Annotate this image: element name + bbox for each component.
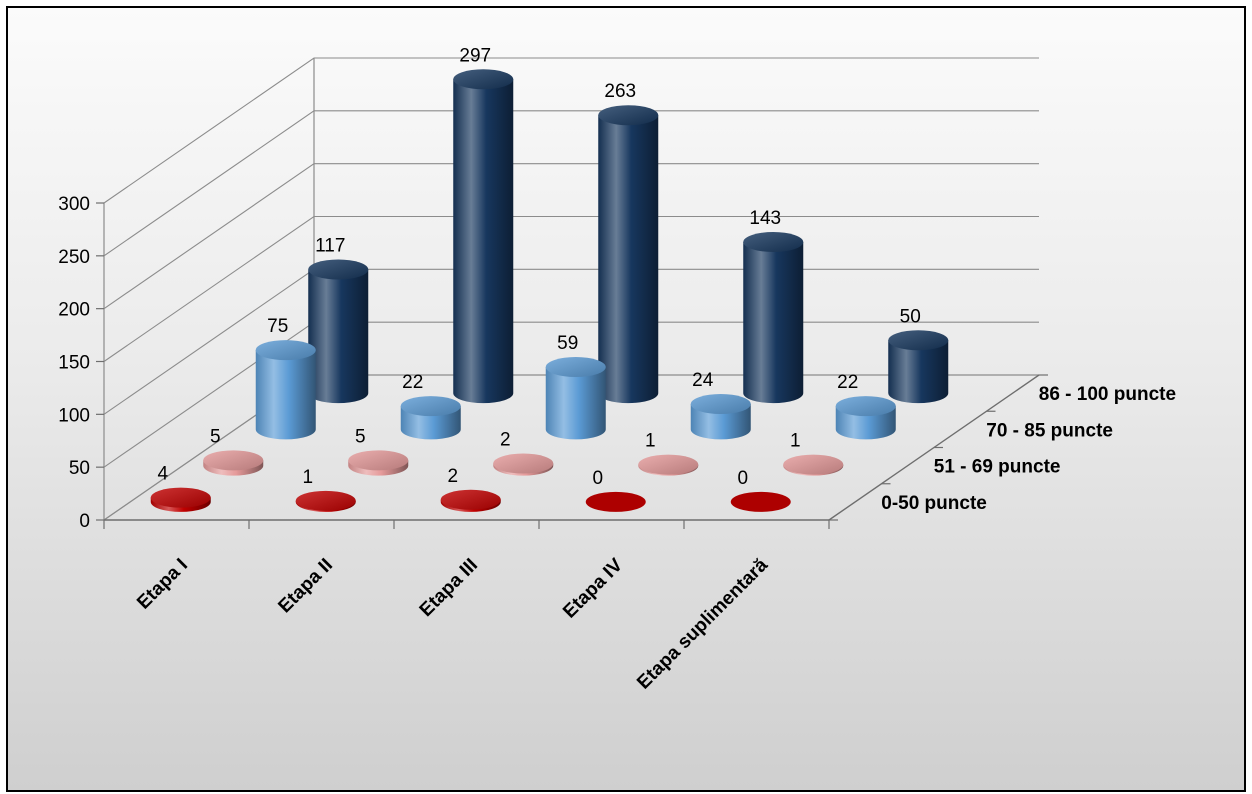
- bar-0-50puncte-0: [150, 487, 211, 512]
- bar-body: [255, 350, 316, 440]
- bar-0-50puncte-4: [730, 491, 791, 512]
- data-label: 2: [447, 466, 458, 487]
- bar-0-50puncte-2: [440, 489, 501, 512]
- category-label: Etapa III: [416, 555, 482, 621]
- bar-86-100puncte-0: [308, 259, 369, 404]
- chart-gridlines: [103, 57, 1039, 521]
- bar-0-50puncte-1: [295, 490, 356, 512]
- data-label: 263: [604, 81, 636, 102]
- bar-top: [453, 69, 514, 90]
- data-label: 75: [267, 316, 288, 337]
- y-tick-label: 300: [58, 194, 90, 215]
- bar-top: [598, 105, 659, 126]
- bar-86-100puncte-2: [598, 105, 659, 404]
- bar-body: [690, 404, 751, 440]
- bar-70-85puncte-3: [690, 394, 751, 440]
- y-tick-label: 200: [58, 300, 90, 321]
- y-tick-label: 0: [79, 511, 90, 532]
- bar-top: [545, 357, 606, 378]
- category-label: Etapa IV: [559, 554, 627, 622]
- bar-top: [150, 487, 211, 508]
- bar-body: [545, 367, 606, 440]
- bar-70-85puncte-0: [255, 340, 316, 440]
- bar-top: [308, 259, 369, 280]
- bar-top: [690, 394, 751, 415]
- category-label: Etapa II: [274, 555, 337, 618]
- bar-86-100puncte-4: [888, 330, 949, 404]
- series-label: 51 - 69 puncte: [934, 457, 1061, 478]
- bar-top: [730, 491, 791, 512]
- bar-top: [888, 330, 949, 351]
- category-label: Etapa I: [133, 555, 192, 614]
- bar-body: [453, 79, 514, 404]
- data-label: 22: [837, 372, 858, 393]
- series-label: 86 - 100 puncte: [1039, 384, 1176, 405]
- bar-top: [743, 232, 804, 253]
- bar-top: [203, 450, 264, 471]
- bar-top: [783, 454, 844, 475]
- data-label: 5: [210, 426, 221, 447]
- bar-51-69puncte-1: [348, 450, 409, 476]
- bar-top: [638, 454, 699, 475]
- bar-top: [835, 396, 896, 417]
- chart-frame: 0 50 100 150 200 250 300 117 297 263 143 50 75 22 59 24…: [6, 6, 1246, 792]
- bar-top: [440, 489, 501, 510]
- bar-top: [255, 340, 316, 361]
- bar-51-69puncte-2: [493, 453, 554, 476]
- bar-top: [493, 453, 554, 474]
- bar-51-69puncte-0: [203, 450, 264, 476]
- bar-top: [295, 490, 356, 511]
- data-label: 24: [692, 370, 714, 391]
- bar-0-50puncte-3: [585, 491, 646, 512]
- y-tick-label: 50: [69, 458, 90, 479]
- gridline: [103, 163, 1039, 310]
- data-label: 2: [500, 430, 511, 451]
- data-label: 59: [557, 333, 578, 354]
- data-label: 5: [355, 426, 366, 447]
- data-label: 4: [157, 464, 168, 485]
- chart-svg: 0501001502002503001172972631435075225924…: [58, 45, 1176, 693]
- data-label: 1: [790, 431, 801, 452]
- data-label: 22: [402, 372, 423, 393]
- bar-86-100puncte-1: [453, 69, 514, 404]
- bar-body: [743, 242, 804, 404]
- bar-51-69puncte-4: [783, 454, 844, 476]
- y-tick-label: 250: [58, 247, 90, 268]
- bar-86-100puncte-3: [743, 232, 804, 404]
- bar-body: [598, 115, 659, 404]
- bar-body: [888, 340, 949, 404]
- bar-body: [308, 269, 369, 404]
- bar-70-85puncte-2: [545, 357, 606, 440]
- bar-51-69puncte-3: [638, 454, 699, 476]
- bar-70-85puncte-4: [835, 396, 896, 440]
- data-label: 117: [315, 235, 345, 256]
- bar-top: [348, 450, 409, 471]
- chart-axes: [96, 202, 1048, 529]
- chart-walls: [103, 58, 1039, 521]
- gridline: [103, 110, 1039, 257]
- y-tick-label: 150: [58, 353, 90, 374]
- gridline: [103, 57, 1039, 204]
- data-label: 0: [737, 468, 748, 489]
- bar-70-85puncte-1: [400, 396, 461, 440]
- data-label: 0: [592, 468, 603, 489]
- category-label: Etapa suplimentară: [633, 554, 772, 693]
- data-label: 1: [645, 431, 656, 452]
- data-label: 50: [900, 306, 921, 327]
- data-label: 1: [302, 467, 313, 488]
- series-label: 70 - 85 puncte: [986, 420, 1113, 441]
- data-label: 297: [459, 45, 491, 66]
- bar-top: [585, 491, 646, 512]
- chart-bars: [150, 69, 949, 512]
- data-label: 143: [749, 208, 781, 229]
- series-label: 0-50 puncte: [881, 493, 987, 514]
- bar-top: [400, 396, 461, 417]
- y-tick-label: 100: [58, 405, 90, 426]
- gridline: [103, 215, 1039, 362]
